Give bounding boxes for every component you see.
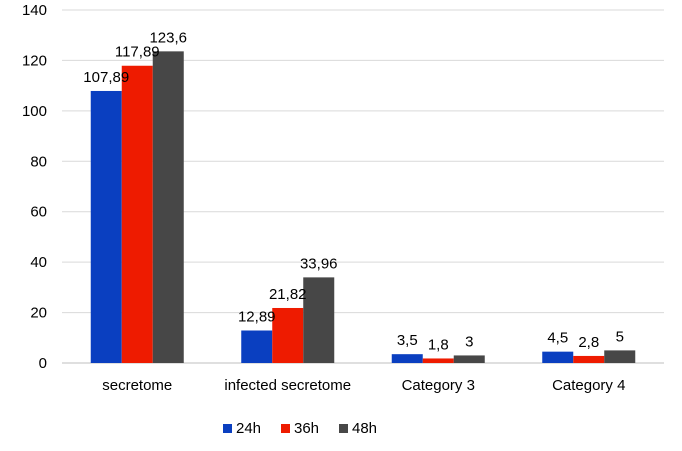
legend-label: 36h: [294, 420, 319, 437]
data-label: 5: [616, 328, 624, 345]
data-label: 117,89: [115, 44, 160, 61]
category-labels: secretome infected secretome Category 3 Cat…: [102, 377, 625, 394]
y-tick-label: 80: [30, 153, 47, 170]
bar: [391, 354, 423, 363]
y-tick-label: 20: [30, 305, 47, 322]
data-label: 33,96: [300, 255, 338, 272]
data-label: 21,82: [269, 286, 307, 303]
bar: [573, 355, 605, 363]
x-tick-label: infected secretome: [224, 377, 351, 394]
bar: [272, 307, 304, 363]
x-tick-label: secretome: [102, 377, 172, 394]
data-label: 123,6: [149, 29, 187, 46]
y-tick-label: 140: [22, 2, 47, 19]
bar: [121, 65, 153, 364]
bar: [604, 350, 636, 363]
bar: [90, 90, 122, 363]
data-label: 4,5: [547, 330, 568, 347]
data-label: 1,8: [428, 336, 449, 353]
legend-swatch: [281, 424, 290, 433]
data-label: 12,89: [238, 308, 276, 325]
data-label: 3: [465, 333, 473, 350]
legend-swatch: [223, 424, 232, 433]
y-tick-label: 100: [22, 103, 47, 120]
y-tick-label: 60: [30, 204, 47, 221]
data-label: 107,89: [83, 69, 129, 86]
y-tick-label: 0: [39, 355, 47, 372]
bar: [542, 351, 574, 363]
bar: [422, 358, 454, 363]
y-tick-label: 120: [22, 52, 47, 69]
legend-label: 48h: [352, 420, 377, 437]
bar: [453, 355, 485, 363]
bar: [241, 330, 273, 363]
bar: [303, 277, 335, 363]
x-tick-label: Category 3: [402, 377, 475, 394]
x-tick-label: Category 4: [552, 377, 625, 394]
y-tick-label: 40: [30, 254, 47, 271]
y-axis-ticks: 0 20 40 60 80 100 120 140: [22, 2, 47, 372]
data-label: 2,8: [578, 334, 599, 351]
bars: [90, 51, 636, 364]
data-label: 3,5: [397, 332, 418, 349]
legend: 24h 36h 48h: [223, 420, 377, 437]
legend-swatch: [339, 424, 348, 433]
legend-label: 24h: [236, 420, 261, 437]
bar: [152, 51, 184, 363]
